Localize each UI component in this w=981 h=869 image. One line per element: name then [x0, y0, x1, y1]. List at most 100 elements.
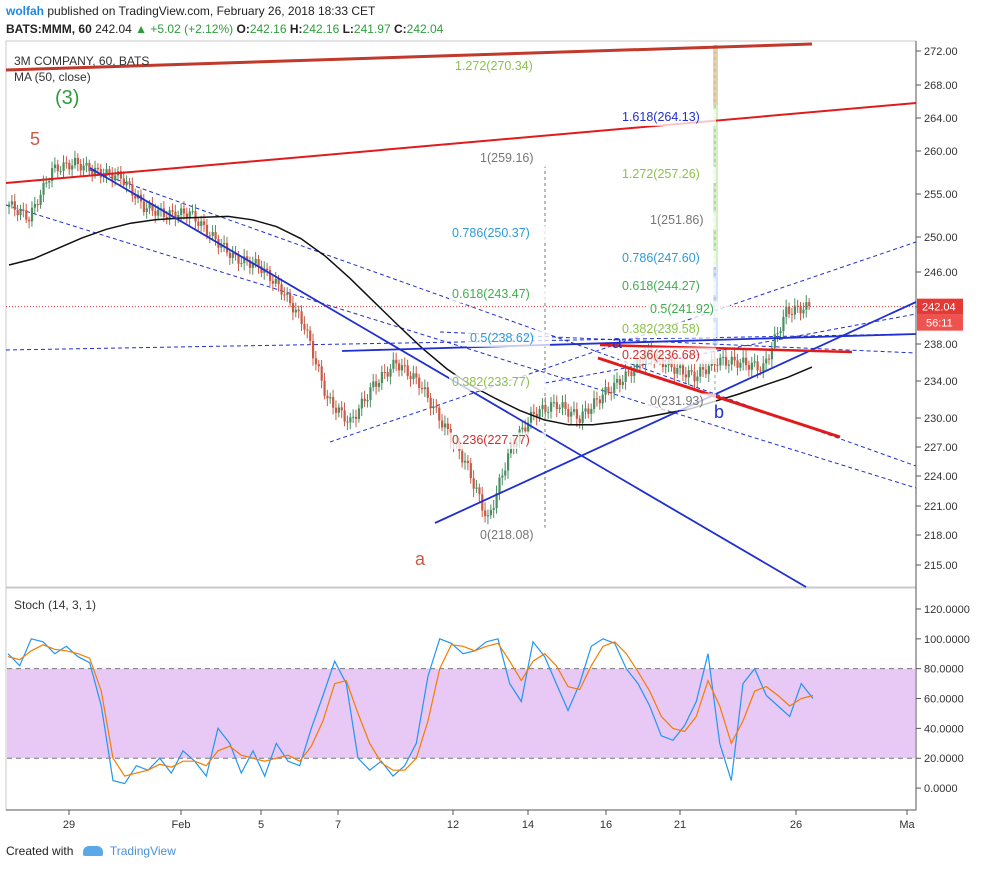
candle-body	[91, 171, 94, 175]
last-price: 242.04	[95, 22, 132, 36]
fib-level-label-bg	[619, 250, 716, 267]
candle-body	[248, 260, 252, 268]
candle-body	[303, 324, 306, 330]
candle-body	[337, 407, 341, 413]
candle-body	[561, 402, 564, 408]
time-tick-label: 21	[674, 819, 686, 831]
candle-body	[790, 314, 794, 316]
candle-body	[33, 203, 37, 208]
candle-body	[151, 203, 154, 211]
candle-body	[773, 334, 776, 348]
high-label: H:	[289, 22, 303, 36]
candle-body	[767, 358, 771, 360]
candle-body	[624, 371, 627, 382]
stoch-line-k	[7, 638, 814, 785]
candle-body	[627, 371, 630, 373]
candle-body	[584, 408, 587, 412]
candle-body	[679, 365, 682, 369]
flat-trend-line	[341, 333, 917, 352]
candle-body	[796, 305, 799, 307]
candle-body	[291, 303, 295, 313]
candle-body	[96, 167, 100, 170]
candle-body	[690, 370, 693, 372]
fib-level-label-bg	[452, 58, 549, 75]
candle-body	[246, 256, 249, 261]
tradingview-brand-link[interactable]: TradingView	[109, 844, 176, 858]
candle-body	[340, 407, 343, 411]
candle-body	[266, 268, 269, 270]
fib-level-label: 0.382(239.58)	[622, 322, 700, 336]
fib-level-label-bg	[619, 321, 716, 338]
candle-body	[618, 379, 622, 386]
candle-body	[681, 365, 685, 375]
wave-label: b	[714, 402, 724, 422]
candle-body	[294, 309, 297, 313]
candle-body	[108, 169, 111, 174]
candle-body	[105, 169, 108, 176]
candle-body	[185, 213, 189, 219]
candle-body	[360, 398, 363, 409]
candle-body	[443, 423, 447, 428]
candle-body	[532, 411, 536, 414]
candle-body	[719, 357, 722, 366]
candle-body	[478, 487, 481, 495]
candle-body	[380, 372, 384, 384]
candle-body	[154, 210, 157, 216]
candle-body	[564, 402, 567, 409]
candle-body	[544, 404, 547, 412]
candle-body	[71, 165, 74, 170]
candle-body	[85, 162, 88, 166]
candle-body	[501, 475, 504, 478]
candle-body	[673, 367, 676, 374]
candle-body	[182, 208, 186, 214]
candle-body	[389, 368, 392, 377]
stoch-tick-label: 20.0000	[924, 753, 964, 765]
candle-body	[788, 306, 791, 315]
red-resistance-line	[599, 343, 853, 354]
stoch-tick-label: 0.0000	[924, 783, 958, 795]
candle-body	[750, 362, 753, 370]
price-tick-label: 224.00	[924, 471, 958, 483]
fib-level-label-bg	[449, 432, 546, 449]
fib-level-label: 0.786(250.37)	[452, 226, 530, 240]
candle-body	[260, 266, 263, 273]
candle-body	[30, 207, 34, 222]
fib-level-label-bg	[619, 347, 716, 364]
fib-level-label-bg	[449, 374, 546, 391]
candle-body	[481, 494, 484, 511]
dashed-channel-line	[5, 333, 917, 351]
candle-body	[541, 404, 544, 410]
candle-body	[45, 182, 48, 184]
candle-body	[558, 407, 561, 410]
price-tick-label: 250.00	[924, 232, 958, 244]
fib-range-bar	[713, 105, 718, 265]
candle-body	[42, 182, 45, 195]
quote-line: BATS:MMM, 60 242.04 ▲ +5.02 (+2.12%) O:2…	[6, 22, 443, 36]
candle-body	[326, 395, 329, 399]
candle-body	[802, 309, 805, 314]
candle-body	[403, 365, 406, 367]
candle-body	[280, 284, 283, 295]
candle-body	[484, 510, 487, 517]
author-name[interactable]: wolfah	[6, 4, 44, 18]
created-with-text: Created with	[6, 844, 74, 858]
price-change: +5.02 (+2.12%)	[150, 22, 234, 36]
candle-body	[194, 211, 197, 222]
candle-body	[366, 399, 369, 402]
fib-level-label: 0.5(241.92)	[650, 302, 714, 316]
candle-body	[240, 263, 243, 265]
candle-body	[435, 406, 438, 408]
candle-body	[268, 269, 272, 281]
candle-body	[733, 356, 736, 361]
candle-body	[630, 371, 633, 376]
candle-body	[191, 211, 194, 213]
candle-body	[492, 508, 495, 510]
candle-body	[36, 203, 39, 205]
wave-label: a	[612, 332, 623, 352]
candle-body	[349, 417, 352, 423]
fib-level-label: 0(231.93)	[650, 394, 704, 408]
candle-body	[550, 402, 553, 412]
candle-body	[759, 370, 762, 372]
